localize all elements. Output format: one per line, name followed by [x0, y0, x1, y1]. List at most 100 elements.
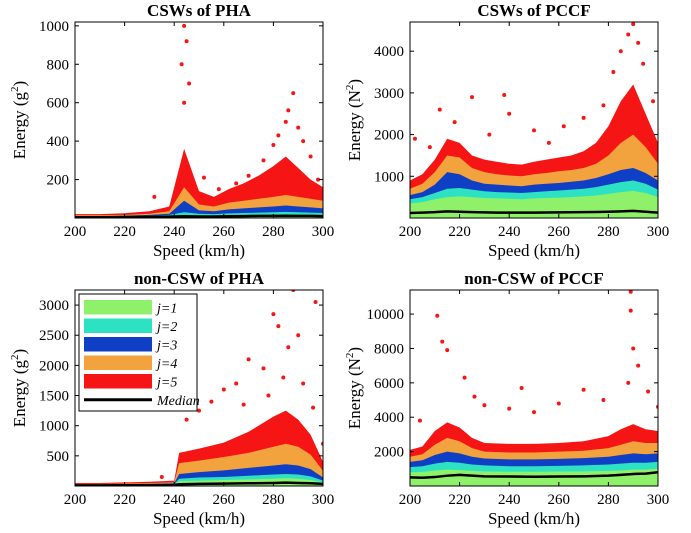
- y-tick-label: 3000: [39, 298, 69, 314]
- x-tick-label: 240: [163, 492, 186, 508]
- y-tick-label: 1000: [39, 419, 69, 435]
- legend-label: j=4: [155, 357, 177, 372]
- legend-label: j=5: [155, 375, 177, 390]
- outlier-point: [581, 115, 586, 120]
- outlier-point: [216, 187, 221, 192]
- outlier-point: [561, 124, 566, 129]
- x-axis-label: Speed (km/h): [488, 509, 580, 528]
- x-axis-label: Speed (km/h): [153, 241, 245, 260]
- outlier-point: [286, 108, 291, 113]
- outlier-point: [646, 389, 651, 394]
- x-tick-label: 200: [64, 224, 87, 240]
- legend-label: j=1: [155, 301, 177, 316]
- y-tick-label: 600: [47, 96, 70, 112]
- outlier-point: [159, 474, 164, 479]
- outlier-point: [641, 61, 646, 66]
- outlier-point: [308, 154, 313, 159]
- y-tick-label: 200: [47, 173, 70, 189]
- chart-title: CSWs of PCCF: [477, 1, 590, 20]
- outlier-point: [412, 136, 417, 141]
- x-tick-label: 260: [213, 492, 236, 508]
- x-tick-label: 260: [548, 224, 571, 240]
- legend-label: j=3: [155, 338, 177, 353]
- outlier-point: [296, 333, 301, 338]
- chart-title: non-CSW of PCCF: [464, 269, 603, 288]
- outlier-point: [532, 128, 536, 133]
- legend-swatch: [84, 355, 152, 370]
- y-tick-label: 2000: [374, 445, 404, 461]
- y-tick-label: 1000: [374, 169, 404, 185]
- chart-title: non-CSW of PHA: [134, 269, 265, 288]
- outlier-point: [502, 92, 507, 97]
- outlier-point: [440, 339, 445, 344]
- x-tick-label: 280: [262, 492, 285, 508]
- axes-frame: [74, 289, 324, 487]
- outlier-point: [311, 405, 316, 410]
- legend: j=1 j=2 j=3 j=4 j=5 Median: [78, 293, 200, 412]
- y-axis-label: Energy (N2): [344, 347, 364, 429]
- outlier-point: [234, 181, 239, 186]
- outlier-point: [283, 119, 288, 124]
- plot-area: [410, 290, 658, 486]
- outlier-point: [301, 381, 306, 386]
- x-tick-label: 240: [498, 224, 521, 240]
- outlier-point: [234, 381, 239, 386]
- axes-frame: [409, 289, 659, 487]
- x-axis-label: Speed (km/h): [153, 509, 245, 528]
- y-tick-label: 2000: [39, 358, 69, 374]
- outlier-point: [611, 70, 616, 75]
- y-tick-label: 1000: [39, 19, 69, 35]
- legend-label: j=2: [155, 320, 177, 335]
- outlier-point: [316, 177, 321, 182]
- x-tick-label: 200: [399, 224, 422, 240]
- outlier-point: [271, 312, 276, 317]
- outlier-point: [197, 408, 201, 413]
- outlier-point: [261, 366, 266, 371]
- y-tick-label: 2500: [39, 328, 69, 344]
- median-line: [410, 471, 658, 479]
- outlier-point: [281, 375, 286, 380]
- median-line: [75, 481, 323, 486]
- outlier-point: [482, 403, 487, 408]
- outlier-point: [487, 132, 492, 137]
- x-tick-label: 300: [647, 224, 670, 240]
- outlier-point: [628, 290, 633, 294]
- legend-swatch: [84, 337, 152, 352]
- outlier-point: [435, 313, 440, 318]
- axes-frame: [409, 21, 659, 219]
- chart-panel-4: 200 220 240 260 280 300 2000 4000 6000 8000 10000 n…: [344, 269, 669, 528]
- y-tick-label: 2000: [374, 128, 404, 144]
- x-tick-label: 280: [597, 492, 620, 508]
- outlier-point: [437, 107, 442, 112]
- outlier-point: [184, 39, 189, 44]
- outlier-point: [472, 394, 477, 399]
- outlier-point: [631, 22, 636, 27]
- x-tick-label: 200: [399, 492, 422, 508]
- outlier-point: [556, 401, 561, 406]
- outlier-point: [246, 357, 251, 362]
- y-tick-label: 6000: [374, 376, 404, 392]
- plot-area: [75, 23, 323, 218]
- y-tick-label: 3000: [374, 86, 404, 102]
- y-tick-label: 4000: [374, 44, 404, 60]
- y-tick-label: 400: [47, 134, 70, 150]
- x-tick-label: 220: [448, 224, 471, 240]
- outlier-point: [452, 120, 457, 125]
- y-axis-label: Energy (N2): [344, 79, 364, 161]
- outlier-point: [462, 375, 467, 380]
- outlier-point: [241, 402, 246, 407]
- outlier-point: [266, 393, 271, 398]
- outlier-point: [221, 387, 226, 392]
- outlier-point: [628, 308, 633, 313]
- outlier-point: [507, 111, 512, 116]
- axes-frame: [74, 21, 324, 219]
- x-tick-label: 220: [113, 224, 136, 240]
- y-tick-label: 500: [47, 449, 70, 465]
- outlier-point: [286, 345, 291, 350]
- outlier-point: [187, 81, 192, 86]
- x-tick-label: 260: [548, 492, 571, 508]
- outlier-point: [601, 103, 606, 108]
- outlier-point: [427, 145, 432, 150]
- outlier-point: [618, 49, 623, 54]
- outlier-point: [261, 158, 266, 163]
